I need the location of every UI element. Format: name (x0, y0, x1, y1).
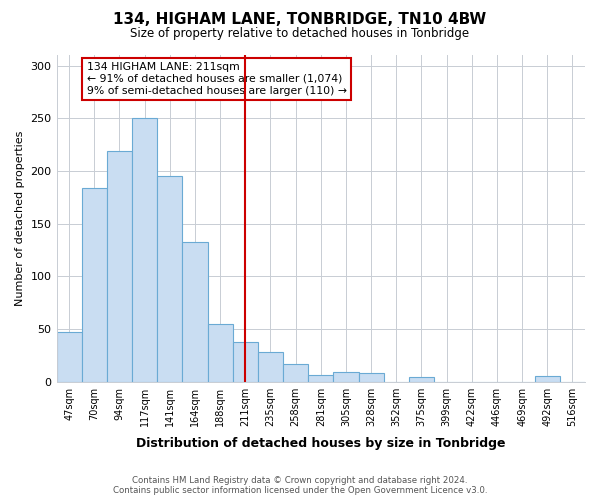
Bar (132, 118, 157, 382)
Bar (157, 176, 182, 382)
Bar (182, 242, 208, 382)
Text: 134, HIGHAM LANE, TONBRIDGE, TN10 4BW: 134, HIGHAM LANE, TONBRIDGE, TN10 4BW (113, 12, 487, 28)
Text: 134 HIGHAM LANE: 211sqm
← 91% of detached houses are smaller (1,074)
9% of semi-: 134 HIGHAM LANE: 211sqm ← 91% of detache… (87, 62, 347, 96)
Bar (208, 324, 233, 382)
Bar (56, 332, 82, 382)
Bar (334, 372, 359, 382)
Bar (233, 342, 258, 382)
Y-axis label: Number of detached properties: Number of detached properties (15, 130, 25, 306)
Bar (535, 376, 560, 382)
Bar (82, 188, 107, 382)
Bar (409, 378, 434, 382)
Text: Size of property relative to detached houses in Tonbridge: Size of property relative to detached ho… (130, 28, 470, 40)
Bar (107, 151, 132, 382)
Text: Contains HM Land Registry data © Crown copyright and database right 2024.
Contai: Contains HM Land Registry data © Crown c… (113, 476, 487, 495)
Bar (283, 364, 308, 382)
Bar (308, 376, 334, 382)
X-axis label: Distribution of detached houses by size in Tonbridge: Distribution of detached houses by size … (136, 437, 506, 450)
Bar (359, 373, 383, 382)
Bar (258, 352, 283, 382)
